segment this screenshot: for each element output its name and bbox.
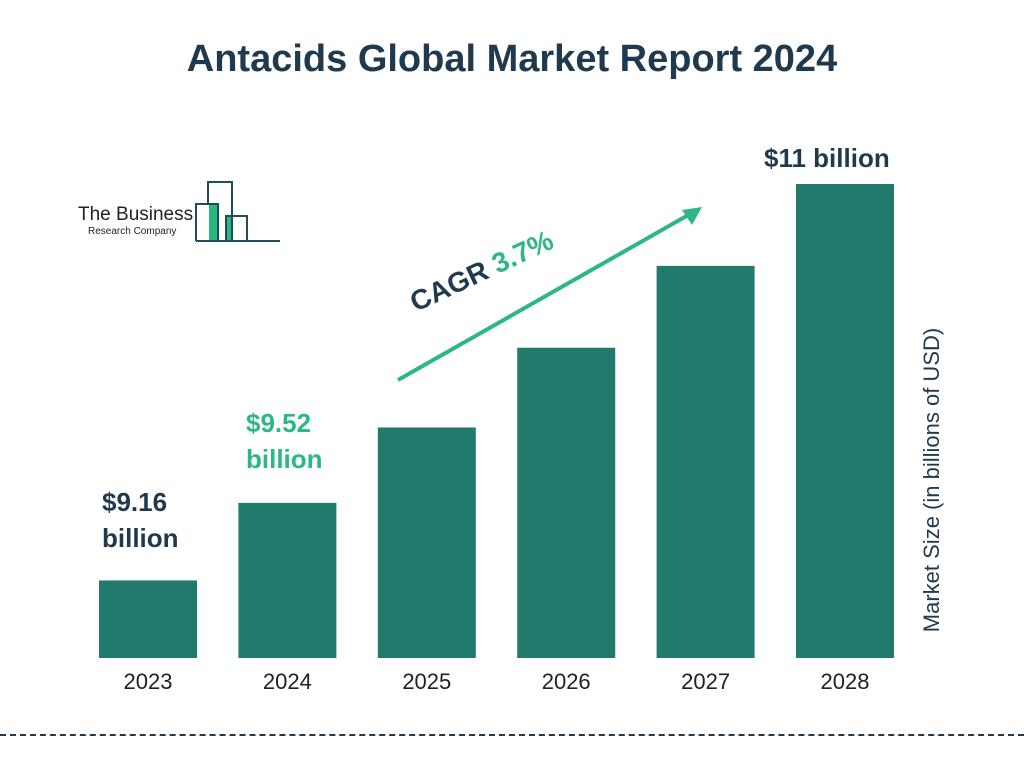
data-label-2023-value: $9.16 [102,487,168,517]
data-label-2024-unit: billion [246,444,323,474]
data-label-2028: $11 billion [764,143,890,173]
bar-2026 [517,347,616,658]
x-tick-2023: 2023 [124,669,173,694]
x-tick-2027: 2027 [681,669,730,694]
logo-graphic [195,181,280,242]
bar-2023 [99,580,197,658]
bar-2024 [238,502,337,658]
bar-2028 [796,184,894,658]
data-label-2024-value: $9.52 [246,408,312,438]
x-tick-2024: 2024 [263,669,312,694]
data-label-2023-unit: billion [102,523,179,553]
bar-2027 [656,265,755,658]
data-label-2024: $9.52 billion [246,405,323,477]
divider [0,734,1024,736]
cagr-arrow [397,207,702,382]
data-label-2023: $9.16 billion [102,484,179,556]
x-tick-2026: 2026 [542,669,591,694]
x-tick-2025: 2025 [402,669,451,694]
logo-text: The Business [78,204,194,225]
y-axis-label: Market Size (in billions of USD) [919,327,944,633]
x-tick-2028: 2028 [821,669,870,694]
logo-subtext: Research Company [88,226,177,237]
bar-2025 [377,427,476,658]
chart-title: Antacids Global Market Report 2024 [186,38,838,80]
